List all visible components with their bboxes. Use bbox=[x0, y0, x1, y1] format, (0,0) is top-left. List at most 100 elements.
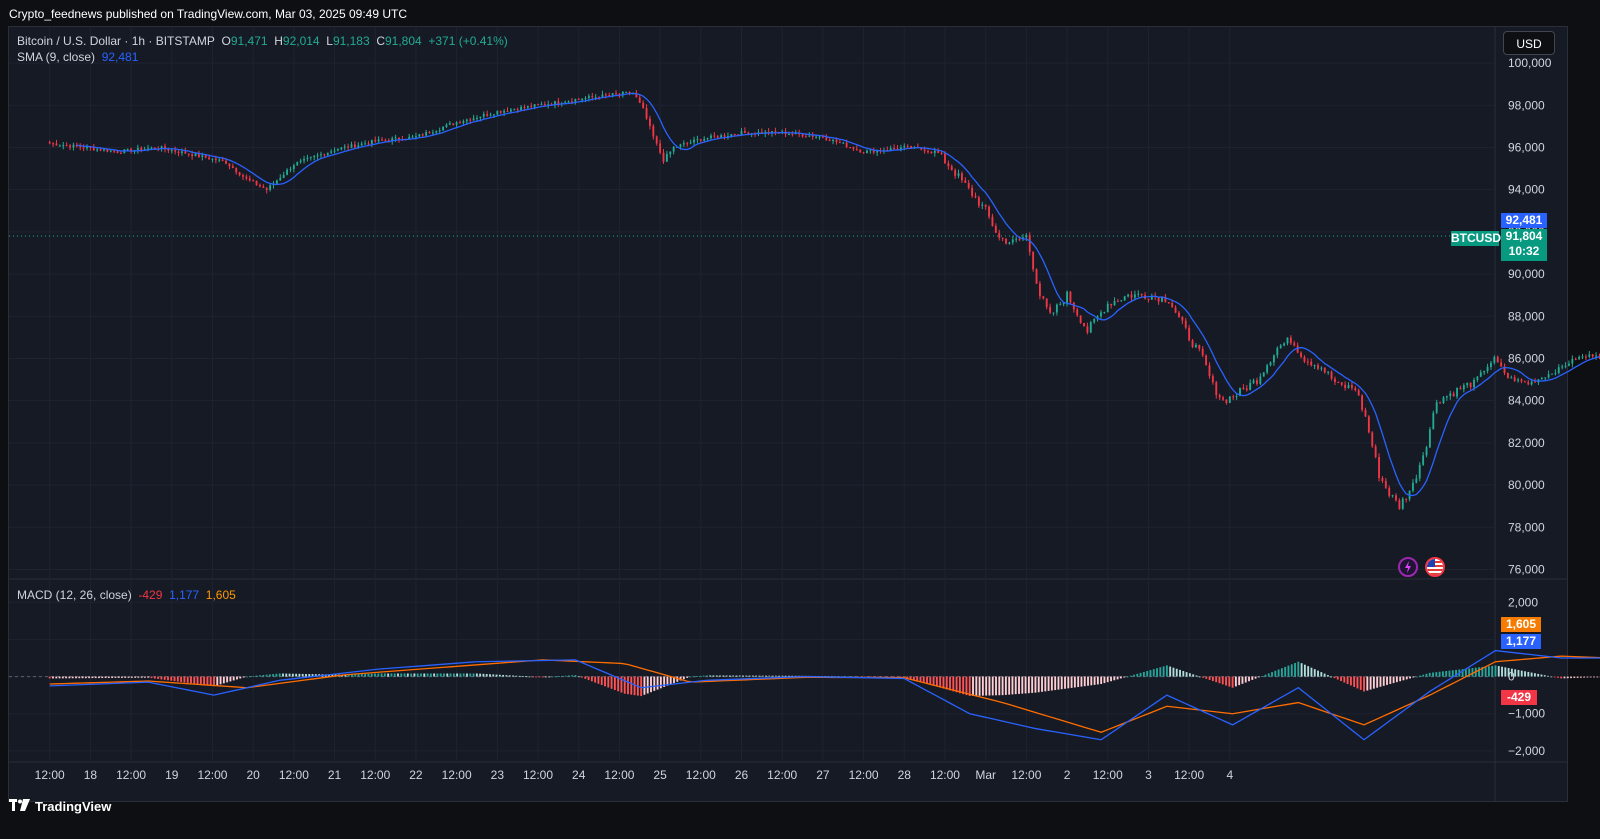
candle-body bbox=[967, 182, 970, 188]
candle-body bbox=[221, 159, 224, 161]
candle-body bbox=[1171, 303, 1174, 308]
candlestick-series bbox=[48, 89, 1600, 510]
time-tick-label: 21 bbox=[328, 768, 342, 782]
currency-button[interactable]: USD bbox=[1503, 31, 1555, 55]
macd-hist-bar bbox=[1211, 676, 1214, 682]
macd-hist-bar bbox=[114, 676, 117, 678]
candle-body bbox=[530, 105, 533, 107]
candle-body bbox=[587, 96, 590, 98]
candle-body bbox=[1347, 385, 1350, 389]
sma-title[interactable]: SMA (9, close) bbox=[17, 50, 96, 64]
candle-body bbox=[1178, 312, 1180, 317]
candle-body bbox=[1578, 356, 1581, 360]
macd-hist-bar bbox=[229, 676, 232, 682]
macd-hist-bar bbox=[1589, 676, 1592, 678]
candle-body bbox=[1100, 312, 1102, 317]
macd-legend[interactable]: MACD (12, 26, close) -429 1,177 1,605 bbox=[17, 588, 236, 602]
macd-hist-bar bbox=[55, 676, 58, 679]
macd-hist-bar bbox=[1425, 673, 1428, 677]
candle-body bbox=[1283, 343, 1286, 346]
macd-hist-bar bbox=[275, 673, 278, 677]
macd-hist-bar bbox=[1192, 674, 1195, 677]
candle-body bbox=[805, 136, 807, 138]
macd-hist-bar bbox=[390, 673, 393, 677]
candle-body bbox=[1052, 312, 1055, 314]
candle-body bbox=[920, 147, 923, 150]
candle-body bbox=[1245, 388, 1248, 391]
macd-histogram bbox=[48, 661, 1600, 697]
candle-body bbox=[1367, 416, 1370, 433]
macd-hist-bar bbox=[981, 676, 984, 696]
candle-body bbox=[1201, 348, 1204, 356]
candle-body bbox=[238, 172, 241, 176]
macd-hist-bar bbox=[1579, 676, 1582, 678]
sma-legend[interactable]: SMA (9, close) 92,481 bbox=[17, 50, 138, 64]
macd-hist-bar bbox=[600, 676, 603, 686]
candle-body bbox=[1554, 373, 1557, 375]
macd-hist-bar bbox=[1432, 672, 1434, 677]
spark-icon[interactable] bbox=[1398, 557, 1418, 577]
macd-hist-bar bbox=[1202, 676, 1204, 678]
candle-body bbox=[720, 135, 723, 138]
price-tick-label: 96,000 bbox=[1508, 140, 1545, 154]
macd-hist-bar bbox=[1119, 676, 1122, 679]
candle-body bbox=[140, 147, 143, 151]
macd-hist-bar bbox=[193, 676, 196, 684]
macd-hist-bar bbox=[301, 673, 304, 677]
tradingview-logo[interactable]: TradingView bbox=[9, 798, 111, 814]
macd-hist-bar bbox=[899, 676, 902, 678]
candle-body bbox=[442, 126, 445, 131]
macd-hist-bar bbox=[1386, 676, 1388, 685]
candle-body bbox=[825, 137, 828, 140]
candle-body bbox=[1147, 298, 1150, 300]
macd-hist-bar bbox=[502, 674, 505, 677]
candle-body bbox=[265, 187, 268, 190]
macd-hist-bar bbox=[245, 676, 248, 678]
candle-body bbox=[1442, 397, 1445, 404]
candle-body bbox=[48, 142, 51, 144]
macd-hist-bar bbox=[1520, 670, 1523, 677]
candle-body bbox=[391, 138, 394, 142]
candle-body bbox=[1425, 447, 1428, 456]
candle-body bbox=[1520, 379, 1523, 382]
candle-body bbox=[493, 114, 495, 116]
macd-signal-tag: 1,605 bbox=[1501, 617, 1541, 632]
macd-hist-bar bbox=[1149, 670, 1152, 677]
candle-body bbox=[455, 122, 458, 125]
ohlc-legend[interactable]: Bitcoin / U.S. Dollar · 1h · BITSTAMP O9… bbox=[17, 34, 508, 48]
price-axis: 100,00098,00096,00094,00092,00090,00088,… bbox=[1508, 56, 1552, 576]
candle-body bbox=[1591, 354, 1594, 357]
candle-body bbox=[896, 148, 899, 150]
candle-body bbox=[520, 106, 523, 111]
candle-body bbox=[1439, 402, 1442, 404]
macd-hist-bar bbox=[1481, 666, 1484, 677]
us-flag-icon[interactable] bbox=[1425, 557, 1445, 577]
macd-hist-bar bbox=[1172, 667, 1175, 677]
candle-body bbox=[621, 91, 624, 95]
macd-lines bbox=[49, 649, 1600, 741]
macd-hist-bar bbox=[1583, 676, 1586, 678]
macd-hist-bar bbox=[1537, 673, 1540, 677]
macd-title[interactable]: MACD (12, 26, close) bbox=[17, 588, 132, 602]
candle-body bbox=[971, 187, 974, 196]
macd-hist-bar bbox=[170, 676, 173, 681]
macd-hist-bar bbox=[955, 676, 958, 693]
candle-body bbox=[625, 91, 628, 93]
macd-hist-bar bbox=[1307, 666, 1310, 677]
macd-hist-bar bbox=[84, 676, 87, 679]
candle-body bbox=[523, 106, 526, 108]
candle-body bbox=[1381, 477, 1384, 481]
macd-hist-bar bbox=[620, 676, 623, 693]
symbol-label[interactable]: Bitcoin / U.S. Dollar · 1h · BITSTAMP bbox=[17, 34, 215, 48]
macd-hist-bar bbox=[1435, 672, 1438, 677]
candle-body bbox=[482, 114, 485, 117]
candle-body bbox=[333, 150, 336, 152]
macd-hist-bar bbox=[735, 675, 738, 677]
macd-hist-bar bbox=[213, 676, 215, 687]
macd-hist-bar bbox=[1376, 676, 1379, 688]
macd-hist-bar bbox=[1501, 666, 1503, 677]
macd-hist-bar bbox=[1034, 676, 1037, 693]
candle-body bbox=[309, 156, 312, 158]
macd-hist-bar bbox=[1129, 675, 1132, 677]
